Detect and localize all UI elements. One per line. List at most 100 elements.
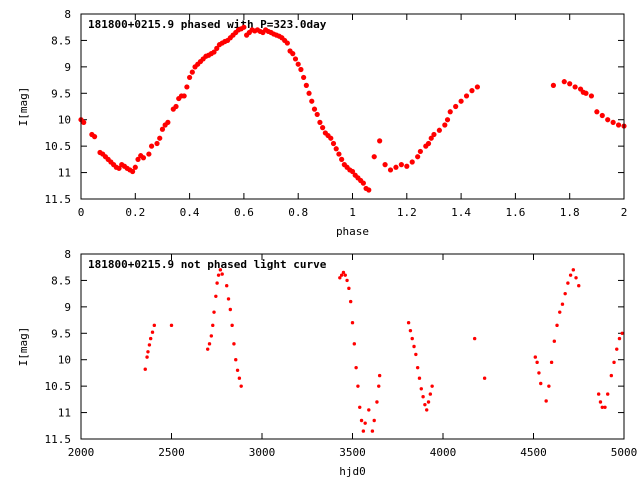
data-point xyxy=(165,119,171,125)
x-tick-label: 2500 xyxy=(158,446,185,459)
data-point xyxy=(336,151,342,157)
y-tick-label: 9.5 xyxy=(51,87,71,100)
data-point xyxy=(610,119,616,125)
data-point xyxy=(314,111,320,118)
data-point xyxy=(148,336,153,341)
data-point xyxy=(406,321,411,325)
data-point xyxy=(428,392,433,396)
data-point xyxy=(339,156,345,162)
data-point xyxy=(359,418,364,423)
data-point xyxy=(596,392,601,396)
data-point xyxy=(209,334,214,338)
data-point xyxy=(463,93,470,99)
data-point xyxy=(617,336,622,341)
phased-plot-frame xyxy=(80,13,625,200)
data-point xyxy=(212,310,216,314)
x-tick-label: 2 xyxy=(621,206,628,219)
data-point xyxy=(412,344,416,349)
data-point xyxy=(345,278,349,283)
data-point xyxy=(187,74,193,81)
data-point xyxy=(472,336,477,341)
data-point xyxy=(347,286,351,291)
x-tick-label: 0.6 xyxy=(234,206,254,219)
data-point xyxy=(241,24,247,30)
data-point xyxy=(408,328,413,333)
data-point xyxy=(232,342,236,346)
data-point xyxy=(371,154,377,160)
data-point xyxy=(605,117,611,123)
data-point xyxy=(577,284,581,288)
data-point xyxy=(453,103,459,110)
data-point xyxy=(311,106,318,112)
data-point xyxy=(333,146,339,152)
data-point xyxy=(295,61,301,67)
data-point xyxy=(320,125,326,131)
data-point xyxy=(226,297,231,301)
data-point xyxy=(387,167,394,173)
data-point xyxy=(292,56,299,62)
x-tick-label: 1.2 xyxy=(397,206,417,219)
phased-x-axis-label: phase xyxy=(336,225,369,238)
data-point xyxy=(442,122,448,128)
data-point xyxy=(129,168,136,175)
data-point xyxy=(555,323,559,328)
data-point xyxy=(157,135,163,141)
data-point xyxy=(598,400,603,404)
data-point xyxy=(81,119,87,125)
data-point xyxy=(535,360,539,365)
data-point xyxy=(150,330,155,334)
data-point xyxy=(583,90,589,96)
data-point xyxy=(372,418,376,423)
data-point xyxy=(303,82,309,88)
data-point xyxy=(350,321,355,325)
x-tick-label: 0.2 xyxy=(125,206,145,219)
data-point xyxy=(366,187,372,193)
data-point xyxy=(220,272,224,276)
data-point xyxy=(234,358,238,362)
y-tick-label: 8.5 xyxy=(51,274,71,287)
data-point xyxy=(377,138,383,144)
data-point xyxy=(377,384,381,388)
data-point xyxy=(609,373,614,378)
unphased-data-points xyxy=(143,268,624,433)
unphased-y-axis-label: I[mag] xyxy=(17,327,30,367)
data-point xyxy=(135,156,141,162)
data-point xyxy=(600,405,604,409)
data-point xyxy=(572,84,578,90)
y-tick-label: 10 xyxy=(58,354,71,367)
y-tick-label: 11.5 xyxy=(45,193,72,206)
data-point xyxy=(482,376,487,380)
data-point xyxy=(361,429,366,433)
data-point xyxy=(354,365,358,370)
x-tick-label: 0 xyxy=(78,206,85,219)
data-point xyxy=(339,273,344,277)
data-point xyxy=(284,40,290,46)
data-point xyxy=(382,162,388,168)
data-point xyxy=(419,387,423,391)
data-point xyxy=(423,402,427,407)
data-point xyxy=(549,360,554,365)
data-point xyxy=(230,323,234,328)
data-point xyxy=(415,154,421,160)
data-point xyxy=(367,408,371,412)
phased-chart-title: 181800+0215.9 phased with P=323.0day xyxy=(88,18,327,31)
data-point xyxy=(91,134,98,140)
data-point xyxy=(145,355,149,359)
y-tick-label: 9.5 xyxy=(51,327,71,340)
data-point xyxy=(237,376,242,380)
data-point xyxy=(430,384,434,388)
data-point xyxy=(377,373,382,378)
data-point xyxy=(574,276,578,280)
data-point xyxy=(447,109,453,115)
data-point xyxy=(228,307,233,312)
data-point xyxy=(215,281,219,285)
data-point xyxy=(558,310,562,314)
data-point xyxy=(132,164,138,170)
data-point xyxy=(615,122,622,128)
data-point xyxy=(615,347,619,351)
data-point xyxy=(214,45,220,51)
data-point xyxy=(431,131,437,138)
data-point xyxy=(458,98,464,104)
data-point xyxy=(147,343,152,347)
data-point xyxy=(409,159,415,165)
